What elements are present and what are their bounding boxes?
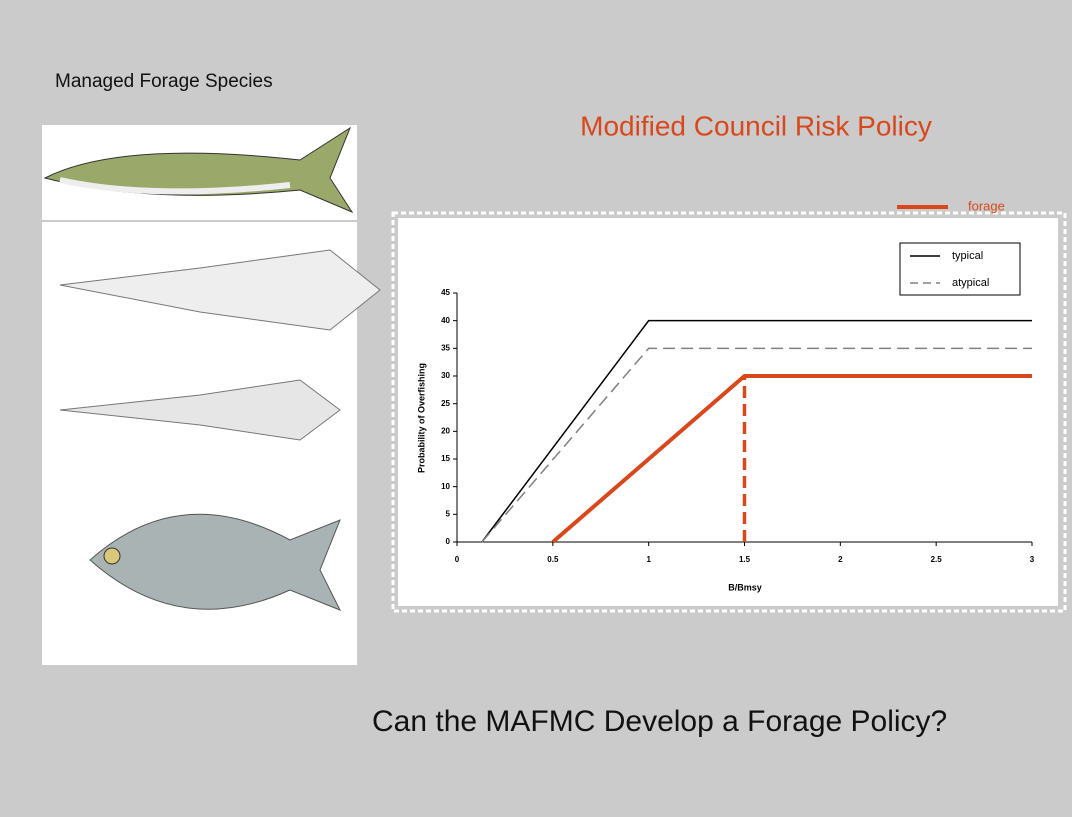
- y-tick-label: 45: [441, 288, 450, 297]
- y-tick-label: 15: [441, 454, 450, 463]
- legend-label: forage: [968, 198, 1005, 213]
- x-tick-label: 3: [1030, 555, 1035, 564]
- legend-box: [899, 242, 1021, 296]
- species-images: [42, 125, 381, 665]
- y-tick-label: 30: [441, 371, 450, 380]
- chart-frame: [391, 211, 1067, 613]
- y-axis-label: Probability of Overfishing: [416, 363, 426, 473]
- x-tick-label: 1.5: [739, 555, 751, 564]
- legend-label: atypical: [952, 277, 989, 289]
- legend-label: typical: [952, 250, 983, 262]
- x-tick-label: 2.5: [931, 555, 943, 564]
- y-tick-label: 25: [441, 399, 450, 408]
- x-tick-label: 0: [455, 555, 460, 564]
- y-tick-label: 35: [441, 343, 450, 352]
- series-line: [481, 319, 1032, 543]
- left-heading: Managed Forage Species: [55, 71, 273, 92]
- y-tick-label: 40: [441, 316, 450, 325]
- y-tick-label: 0: [446, 537, 451, 546]
- x-tick-label: 0.5: [547, 555, 559, 564]
- x-axis-label: B/Bmsy: [728, 582, 762, 592]
- y-tick-label: 20: [441, 426, 450, 435]
- x-tick-label: 2: [838, 555, 843, 564]
- x-tick-label: 1: [646, 555, 651, 564]
- series-line: [481, 347, 1032, 543]
- bottom-question: Can the MAFMC Develop a Forage Policy?: [372, 705, 948, 738]
- chart-title: Modified Council Risk Policy: [580, 110, 932, 141]
- y-tick-label: 5: [446, 509, 451, 518]
- y-tick-label: 10: [441, 482, 450, 491]
